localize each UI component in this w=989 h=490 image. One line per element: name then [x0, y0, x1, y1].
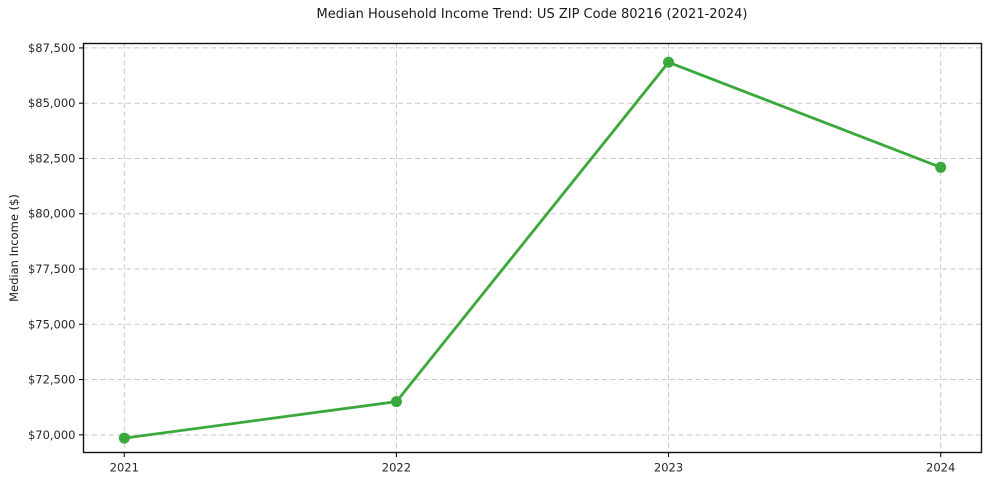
y-tick-label: $87,500	[28, 41, 76, 55]
plot-frame	[82, 42, 983, 454]
y-tick-label: $72,500	[28, 373, 76, 387]
y-tick-label: $70,000	[28, 428, 76, 442]
y-tick-label: $80,000	[28, 207, 76, 221]
data-point-marker	[935, 161, 947, 173]
x-tick-label: 2022	[382, 461, 411, 475]
data-point-marker	[118, 432, 130, 444]
data-point-marker	[390, 396, 402, 408]
x-tick-label: 2024	[926, 461, 955, 475]
y-tick-label: $77,500	[28, 262, 76, 276]
y-tick-label: $85,000	[28, 96, 76, 110]
chart-title: Median Household Income Trend: US ZIP Co…	[316, 7, 748, 22]
x-tick-label: 2021	[110, 461, 139, 475]
data-point-marker	[663, 56, 675, 68]
y-tick-label: $75,000	[28, 317, 76, 331]
x-tick-label: 2023	[654, 461, 683, 475]
y-tick-label: $82,500	[28, 151, 76, 165]
trend-line	[122, 60, 943, 440]
